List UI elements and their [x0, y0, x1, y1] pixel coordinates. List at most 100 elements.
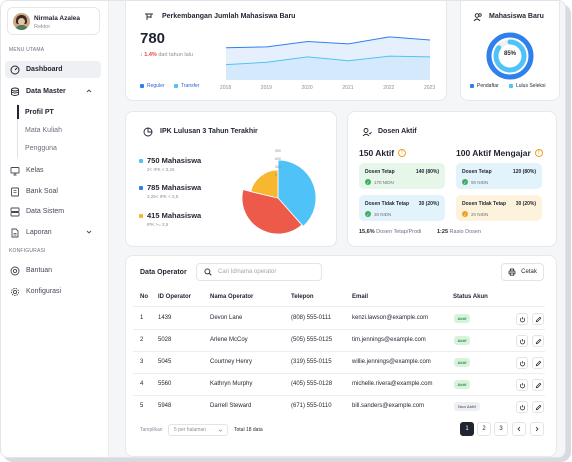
info-icon[interactable]: ! — [398, 149, 407, 157]
book-icon — [10, 187, 20, 197]
edit-button[interactable] — [532, 379, 544, 391]
toggle-status-button[interactable] — [516, 401, 528, 413]
search-input[interactable]: Cari Id/nama operator — [196, 263, 322, 281]
sidebar-item-data-sistem[interactable]: Data Sistem — [5, 203, 101, 220]
sidebar-item-laporan[interactable]: Laporan — [5, 224, 101, 241]
row-email: bill.sanders@example.com — [352, 403, 425, 409]
pencil-icon — [535, 316, 541, 322]
page-3-button[interactable]: 3 — [494, 422, 508, 436]
mahasiswa-baru-title: Mahasiswa Baru — [489, 13, 544, 20]
ratio-label: Rasio Dosen — [449, 229, 482, 235]
sidebar-item-label: Konfigurasi — [26, 288, 62, 295]
sidebar-item-data-master[interactable]: Data Master — [5, 83, 101, 100]
next-page-button[interactable] — [530, 422, 544, 436]
teacher-icon — [362, 128, 372, 137]
row-divider — [133, 373, 545, 374]
edit-button[interactable] — [532, 357, 544, 369]
legend-lulus: Lulus Seleksi — [509, 83, 545, 89]
edit-button[interactable] — [532, 335, 544, 347]
sidebar-subitem-mata-kuliah[interactable]: Mata Kuliah — [25, 127, 62, 134]
sidebar-item-label: Kelas — [26, 167, 44, 174]
toggle-status-button[interactable] — [516, 357, 528, 369]
col-header-no[interactable]: No — [140, 294, 148, 300]
page-1-button[interactable]: 1 — [460, 422, 474, 436]
search-icon — [204, 268, 212, 276]
box-label: Dosen Tetap — [462, 169, 492, 175]
info-icon[interactable]: ! — [534, 149, 543, 157]
col-header-id[interactable]: ID Operator — [158, 294, 192, 300]
mahasiswa-baru-card: Mahasiswa Baru 85% Pendaftar Lulus Selek… — [460, 1, 560, 101]
col-header-email[interactable]: Email — [352, 294, 369, 300]
box-mengajar-tidak-tetap: Dosen Tidak Tetap 30 (20%) ✓ 20 NIDN — [456, 195, 542, 221]
profile-card[interactable]: Nirmala Azalea Rektor — [7, 7, 100, 35]
status-badge: Non Aktif — [454, 402, 480, 411]
ipk-item-1: 750 Mahasiswa 2< IPK < 3,25 — [139, 156, 201, 172]
print-label: Cetak — [521, 269, 537, 275]
sidebar-subitem-pengguna[interactable]: Pengguna — [25, 145, 57, 152]
printer-icon — [508, 268, 516, 276]
sidebar-item-bantuan[interactable]: Bantuan — [5, 262, 101, 279]
row-name: Arlene McCoy — [210, 337, 248, 343]
toggle-status-button[interactable] — [516, 313, 528, 325]
sidebar-item-kelas[interactable]: Kelas — [5, 162, 101, 179]
row-name: Courtney Henry — [210, 359, 253, 365]
dosen-card: Dosen Aktif 150 Aktif! 100 Aktif Mengaja… — [347, 111, 557, 247]
avatar — [13, 13, 30, 30]
row-no: 1 — [140, 315, 144, 321]
server-icon — [10, 207, 20, 217]
ring-pendaftar — [486, 32, 534, 80]
box-nidn: 90 NIDN — [471, 179, 489, 185]
edit-button[interactable] — [532, 401, 544, 413]
power-icon — [519, 404, 525, 410]
ipk-pie-chart: 900 600 300 0 — [241, 149, 317, 235]
status-badge: Aktif — [454, 380, 470, 389]
dosen-mengajar: 100 Aktif Mengajar! — [456, 148, 543, 158]
sidebar-subitem-profil-pt[interactable]: Profil PT — [25, 109, 54, 116]
ratio-value: 15,6% — [359, 229, 375, 235]
mahasiswa-baru-percent: 85% — [503, 51, 516, 57]
row-phone: (505) 555-0125 — [291, 337, 333, 343]
sidebar-item-bank-soal[interactable]: Bank Soal — [5, 183, 101, 200]
edit-button[interactable] — [532, 313, 544, 325]
dosen-aktif-label: 150 Aktif — [359, 148, 395, 158]
pencil-icon — [535, 360, 541, 366]
show-label: Tampilkan — [140, 427, 163, 433]
row-divider — [133, 395, 545, 396]
row-name: Darrell Steward — [210, 403, 252, 409]
sidebar-item-label: Dashboard — [26, 66, 63, 73]
prev-page-button[interactable] — [512, 422, 526, 436]
ipk-range: 3,25< IPK < 3,5 — [147, 194, 179, 199]
box-mengajar-tetap: Dosen Tetap 120 (80%) ✓ 90 NIDN — [456, 163, 542, 189]
page-2-button[interactable]: 2 — [477, 422, 491, 436]
pencil-icon — [535, 404, 541, 410]
per-page-value: 5 per halaman — [174, 427, 206, 433]
box-nidn: 170 NIDN — [374, 179, 394, 185]
legend-label: Pendaftar — [477, 83, 499, 89]
sidebar-item-dashboard[interactable]: Dashboard — [5, 61, 101, 78]
row-divider — [133, 329, 545, 330]
col-header-status[interactable]: Status Akun — [453, 294, 488, 300]
row-id: 1439 — [158, 315, 172, 321]
box-dosen-tetap: Dosen Tetap 140 (80%) ✓ 170 NIDN — [359, 163, 445, 189]
x-tick-label: 2021 — [342, 85, 354, 91]
col-header-phone[interactable]: Telepon — [291, 294, 314, 300]
ipk-item-3: 415 Mahasiswa IPK >= 3,5 — [139, 211, 201, 227]
toggle-status-button[interactable] — [516, 379, 528, 391]
check-icon: ✓ — [365, 211, 371, 217]
per-page-select[interactable]: 5 per halaman — [168, 424, 228, 436]
pie-slice-2 — [241, 189, 303, 235]
sidebar-item-label: Bank Soal — [26, 188, 58, 195]
database-icon — [10, 87, 20, 97]
sidebar-item-label: Laporan — [26, 229, 52, 236]
sidebar-item-konfigurasi[interactable]: Konfigurasi — [5, 283, 101, 300]
legend-label: Transfer — [181, 83, 200, 89]
print-button[interactable]: Cetak — [501, 263, 544, 281]
toggle-status-button[interactable] — [516, 335, 528, 347]
row-name: Kathryn Murphy — [210, 381, 253, 387]
col-header-name[interactable]: Nama Operator — [210, 294, 254, 300]
box-label: Dosen Tetap — [365, 169, 395, 175]
pie-scale-label: 0 — [275, 173, 277, 177]
row-no: 2 — [140, 337, 144, 343]
ratio-value: 1:25 — [437, 229, 449, 235]
ipk-value: 785 Mahasiswa — [147, 183, 202, 192]
